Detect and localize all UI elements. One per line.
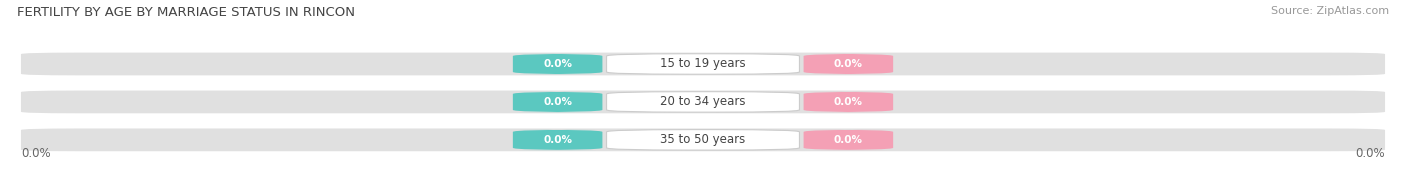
FancyBboxPatch shape xyxy=(804,54,893,74)
Text: 0.0%: 0.0% xyxy=(543,135,572,145)
Text: Source: ZipAtlas.com: Source: ZipAtlas.com xyxy=(1271,6,1389,16)
Text: FERTILITY BY AGE BY MARRIAGE STATUS IN RINCON: FERTILITY BY AGE BY MARRIAGE STATUS IN R… xyxy=(17,6,354,19)
FancyBboxPatch shape xyxy=(804,130,893,150)
FancyBboxPatch shape xyxy=(21,91,1385,113)
FancyBboxPatch shape xyxy=(513,130,602,150)
FancyBboxPatch shape xyxy=(804,92,893,112)
FancyBboxPatch shape xyxy=(513,92,602,112)
Text: 0.0%: 0.0% xyxy=(543,59,572,69)
FancyBboxPatch shape xyxy=(21,128,1385,151)
Text: 20 to 34 years: 20 to 34 years xyxy=(661,95,745,108)
FancyBboxPatch shape xyxy=(606,54,800,74)
FancyBboxPatch shape xyxy=(606,130,800,150)
Text: 35 to 50 years: 35 to 50 years xyxy=(661,133,745,146)
Text: 0.0%: 0.0% xyxy=(834,97,863,107)
Text: 15 to 19 years: 15 to 19 years xyxy=(661,57,745,71)
Text: 0.0%: 0.0% xyxy=(21,147,51,160)
Text: 0.0%: 0.0% xyxy=(1355,147,1385,160)
Text: 0.0%: 0.0% xyxy=(543,97,572,107)
FancyBboxPatch shape xyxy=(606,92,800,112)
FancyBboxPatch shape xyxy=(513,54,602,74)
Text: 0.0%: 0.0% xyxy=(834,59,863,69)
FancyBboxPatch shape xyxy=(21,53,1385,75)
Text: 0.0%: 0.0% xyxy=(834,135,863,145)
